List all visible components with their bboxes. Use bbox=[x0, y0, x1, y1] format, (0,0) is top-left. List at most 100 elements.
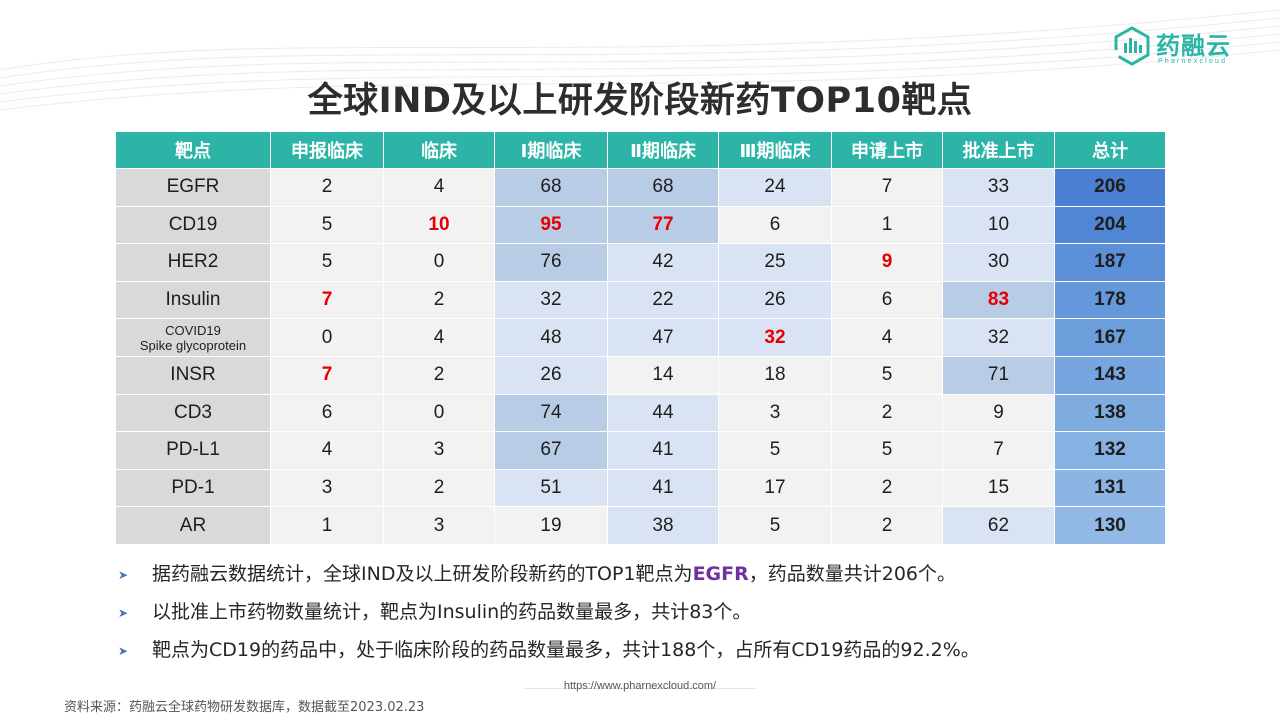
bullet-text: 以批准上市药物数量统计，靶点为Insulin的药品数量最多，共计83个。 bbox=[152, 601, 752, 623]
cell-ind-filing: 3 bbox=[270, 468, 384, 508]
cell-ind-filing: 0 bbox=[270, 318, 384, 357]
cell-approved: 10 bbox=[942, 205, 1055, 245]
header-total: 总计 bbox=[1054, 131, 1166, 169]
bullet-highlight: EGFR bbox=[692, 563, 749, 585]
cell-total: 167 bbox=[1054, 318, 1166, 357]
target-name: PD-L1 bbox=[115, 431, 271, 470]
cell-phase-3: 18 bbox=[718, 355, 832, 395]
cell-clinical: 2 bbox=[383, 355, 495, 395]
cell-phase-1: 67 bbox=[494, 431, 608, 470]
cell-phase-2: 38 bbox=[607, 506, 719, 545]
cell-clinical: 2 bbox=[383, 280, 495, 320]
cell-total: 206 bbox=[1054, 168, 1166, 207]
cell-nda-filing: 7 bbox=[831, 168, 943, 207]
header-nda-filing: 申请上市 bbox=[831, 131, 943, 169]
header-target: 靶点 bbox=[115, 131, 271, 169]
cell-approved: 7 bbox=[942, 431, 1055, 470]
list-item: ➤ 靶点为CD19的药品中，处于临床阶段的药品数量最多，共计188个，占所有CD1… bbox=[118, 632, 980, 670]
cell-nda-filing: 1 bbox=[831, 205, 943, 245]
table-row: INSR 7 2 26 14 18 5 71 143 bbox=[115, 355, 1166, 395]
cell-phase-3: 26 bbox=[718, 280, 832, 320]
cell-phase-1: 48 bbox=[494, 318, 608, 357]
logo-hexagon-icon bbox=[1114, 26, 1150, 66]
table-row: CD3 6 0 74 44 3 2 9 138 bbox=[115, 393, 1166, 433]
table-row: AR 1 3 19 38 5 2 62 130 bbox=[115, 506, 1166, 545]
cell-nda-filing: 4 bbox=[831, 318, 943, 357]
target-name: HER2 bbox=[115, 243, 271, 282]
cell-phase-1: 32 bbox=[494, 280, 608, 320]
cell-total: 138 bbox=[1054, 393, 1166, 433]
cell-phase-3: 24 bbox=[718, 168, 832, 207]
cell-approved: 9 bbox=[942, 393, 1055, 433]
cell-phase-3: 3 bbox=[718, 393, 832, 433]
bullet-text: 靶点为CD19的药品中，处于临床阶段的药品数量最多，共计188个，占所有CD19… bbox=[152, 639, 980, 661]
cell-phase-1: 68 bbox=[494, 168, 608, 207]
footer-divider bbox=[525, 688, 755, 689]
cell-nda-filing: 2 bbox=[831, 506, 943, 545]
cell-total: 178 bbox=[1054, 280, 1166, 320]
cell-phase-2: 22 bbox=[607, 280, 719, 320]
header-phase-2: Ⅱ期临床 bbox=[607, 131, 719, 169]
table-header-row: 靶点 申报临床 临床 Ⅰ期临床 Ⅱ期临床 Ⅲ期临床 申请上市 批准上市 总计 bbox=[115, 131, 1166, 169]
target-name-line2: Spike glycoprotein bbox=[139, 337, 247, 353]
table-row: HER2 5 0 76 42 25 9 30 187 bbox=[115, 243, 1166, 282]
cell-clinical: 2 bbox=[383, 468, 495, 508]
cell-nda-filing: 5 bbox=[831, 355, 943, 395]
cell-approved: 83 bbox=[942, 280, 1055, 320]
bullet-text: 据药融云数据统计，全球IND及以上研发阶段新药的TOP1靶点为 bbox=[152, 563, 693, 585]
cell-ind-filing: 7 bbox=[270, 280, 384, 320]
footer-url: https://www.pharnexcloud.com/ bbox=[563, 680, 717, 692]
cell-clinical: 0 bbox=[383, 243, 495, 282]
list-item: ➤ 据药融云数据统计，全球IND及以上研发阶段新药的TOP1靶点为EGFR，药品数… bbox=[118, 556, 980, 594]
cell-approved: 30 bbox=[942, 243, 1055, 282]
header-ind-filing: 申报临床 bbox=[270, 131, 384, 169]
cell-phase-1: 95 bbox=[494, 205, 608, 245]
target-name: Insulin bbox=[115, 280, 271, 320]
cell-phase-2: 68 bbox=[607, 168, 719, 207]
target-name: CD19 bbox=[115, 205, 271, 245]
findings-list: ➤ 据药融云数据统计，全球IND及以上研发阶段新药的TOP1靶点为EGFR，药品数… bbox=[118, 556, 980, 670]
cell-phase-3: 17 bbox=[718, 468, 832, 508]
cell-ind-filing: 2 bbox=[270, 168, 384, 207]
cell-nda-filing: 2 bbox=[831, 393, 943, 433]
brand-logo: 药融云 Pharnexcloud bbox=[1112, 24, 1242, 70]
table-row: PD-L1 4 3 67 41 5 5 7 132 bbox=[115, 431, 1166, 470]
header-phase-3: Ⅲ期临床 bbox=[718, 131, 832, 169]
cell-total: 204 bbox=[1054, 205, 1166, 245]
header-phase-1: Ⅰ期临床 bbox=[494, 131, 608, 169]
cell-nda-filing: 9 bbox=[831, 243, 943, 282]
background-wave-lines bbox=[0, 9, 1280, 111]
cell-phase-1: 76 bbox=[494, 243, 608, 282]
cell-total: 143 bbox=[1054, 355, 1166, 395]
cell-ind-filing: 7 bbox=[270, 355, 384, 395]
arrow-bullet-icon: ➤ bbox=[118, 567, 129, 582]
cell-approved: 15 bbox=[942, 468, 1055, 508]
cell-phase-3: 32 bbox=[718, 318, 832, 357]
arrow-bullet-icon: ➤ bbox=[118, 643, 129, 658]
target-name: EGFR bbox=[115, 168, 271, 207]
table-row: Insulin 7 2 32 22 26 6 83 178 bbox=[115, 280, 1166, 320]
cell-phase-3: 5 bbox=[718, 506, 832, 545]
cell-clinical: 10 bbox=[383, 205, 495, 245]
cell-phase-2: 42 bbox=[607, 243, 719, 282]
target-name: PD-1 bbox=[115, 468, 271, 508]
cell-phase-1: 26 bbox=[494, 355, 608, 395]
cell-phase-2: 77 bbox=[607, 205, 719, 245]
cell-total: 132 bbox=[1054, 431, 1166, 470]
header-approved: 批准上市 bbox=[942, 131, 1055, 169]
table-row: EGFR 2 4 68 68 24 7 33 206 bbox=[115, 168, 1166, 207]
table-row: PD-1 3 2 51 41 17 2 15 131 bbox=[115, 468, 1166, 508]
target-stats-table: 靶点 申报临床 临床 Ⅰ期临床 Ⅱ期临床 Ⅲ期临床 申请上市 批准上市 总计 E… bbox=[115, 131, 1166, 545]
page-title: 全球IND及以上研发阶段新药TOP10靶点 bbox=[307, 81, 973, 121]
logo-name: 药融云 bbox=[1156, 32, 1231, 60]
cell-clinical: 3 bbox=[383, 431, 495, 470]
cell-clinical: 0 bbox=[383, 393, 495, 433]
cell-phase-3: 25 bbox=[718, 243, 832, 282]
data-source-note: 资料来源：药融云全球药物研发数据库，数据截至2023.02.23 bbox=[64, 700, 425, 715]
list-item: ➤ 以批准上市药物数量统计，靶点为Insulin的药品数量最多，共计83个。 bbox=[118, 594, 980, 632]
arrow-bullet-icon: ➤ bbox=[118, 605, 129, 620]
cell-phase-1: 19 bbox=[494, 506, 608, 545]
target-name: AR bbox=[115, 506, 271, 545]
cell-phase-2: 44 bbox=[607, 393, 719, 433]
cell-approved: 32 bbox=[942, 318, 1055, 357]
